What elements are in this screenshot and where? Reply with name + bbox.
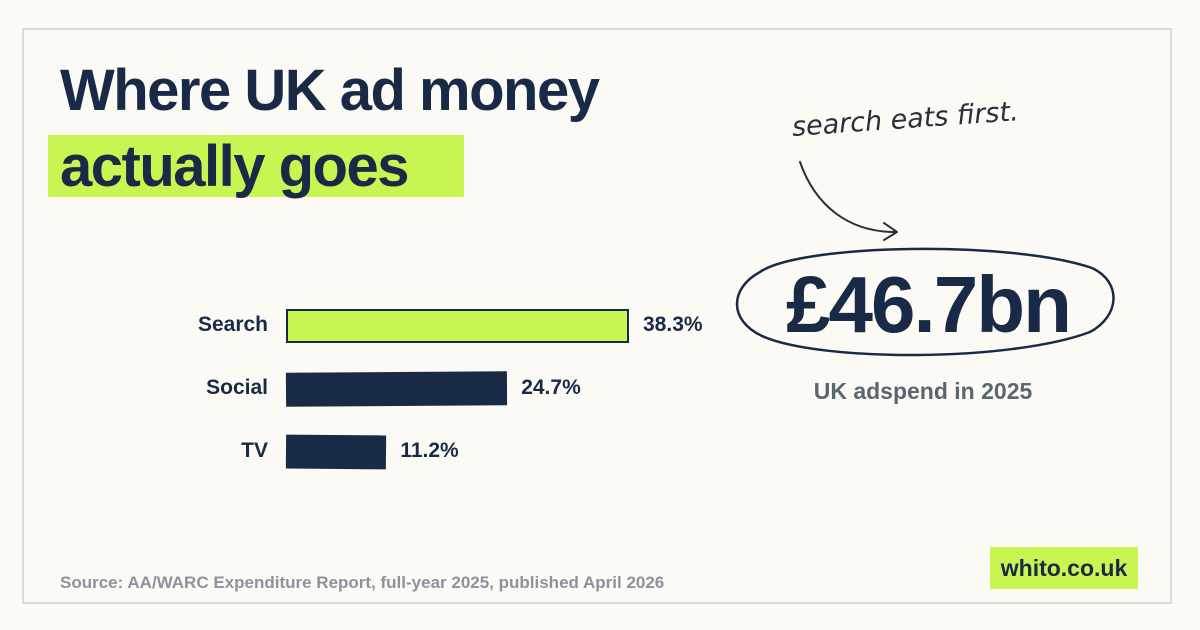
- bar-label-tv: TV: [241, 439, 268, 462]
- title-line-2: actually goes: [60, 134, 409, 199]
- bar-search: [286, 309, 629, 343]
- bar-label-search: Search: [197, 313, 268, 336]
- bar-label-social: Social: [206, 376, 268, 399]
- source-note: Source: AA/WARC Expenditure Report, full…: [60, 573, 665, 592]
- annotation-arrow: [799, 161, 896, 233]
- annotation-arrowhead: [883, 222, 898, 241]
- title-line-1: Where UK ad money: [60, 58, 600, 123]
- bar-value-search: 38.3%: [643, 313, 703, 336]
- bar-value-tv: 11.2%: [400, 439, 459, 462]
- brand-badge: [990, 547, 1138, 589]
- bar-social: [285, 371, 508, 407]
- bar-value-social: 24.7%: [521, 376, 581, 399]
- headline-value: £46.7bn: [786, 260, 1072, 349]
- headline-caption: UK adspend in 2025: [813, 378, 1033, 404]
- bar-tv: [285, 434, 387, 470]
- brand-link[interactable]: whito.co.uk: [1000, 555, 1128, 581]
- card-frame: [22, 28, 1172, 604]
- headline-circle: [735, 247, 1115, 357]
- title-highlight: [48, 135, 464, 197]
